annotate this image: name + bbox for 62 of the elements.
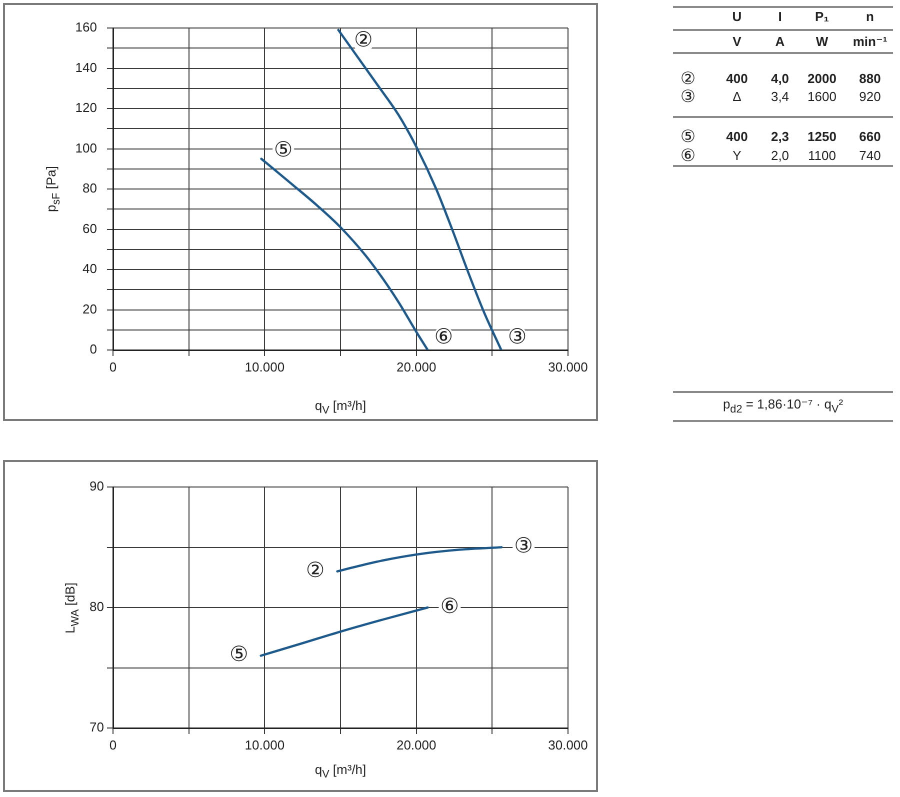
text: 1100 xyxy=(808,147,836,165)
x-axis-title: q$_{V}$ [m³/h] xyxy=(314,398,366,417)
line-series xyxy=(260,158,429,350)
x-tick-label: 20.000 xyxy=(396,737,436,752)
text: 880 xyxy=(859,70,881,88)
text: 400 xyxy=(726,70,748,88)
text: U xyxy=(732,8,742,26)
text: Y xyxy=(732,147,742,165)
annotation: ⑥ xyxy=(434,324,454,348)
text: 2000 xyxy=(808,70,836,88)
y-tick-label: 80 xyxy=(82,180,97,196)
x-axis-title: q$_{V}$ [m³/h] xyxy=(314,762,366,781)
text: 2,0 xyxy=(770,147,790,165)
text: 2,3 xyxy=(770,128,790,146)
text: 1600 xyxy=(808,88,836,106)
text: 400 xyxy=(726,128,748,146)
annotation: ⑤ xyxy=(274,137,293,162)
annotation: ⑥ xyxy=(440,594,460,618)
x-tick-label: 30.000 xyxy=(548,737,588,752)
text: 740 xyxy=(859,147,881,165)
text: P₁ xyxy=(814,8,830,26)
text: Δ xyxy=(732,88,742,106)
text: min⁻¹ xyxy=(852,33,888,51)
annotation: ③ xyxy=(514,534,533,558)
y-tick-label: 120 xyxy=(75,100,97,116)
line-series xyxy=(336,546,503,572)
y-tick-label: 60 xyxy=(82,220,97,236)
y-tick-label: 80 xyxy=(90,599,104,614)
x-tick-label: 0 xyxy=(109,737,117,752)
y-tick-label: 160 xyxy=(75,20,97,35)
x-tick-label: 30.000 xyxy=(548,359,588,374)
y-tick-label: 20 xyxy=(82,301,97,316)
y-tick-label: 40 xyxy=(82,261,97,276)
annotation: ② xyxy=(306,558,325,582)
y-tick-label: 90 xyxy=(90,478,104,494)
x-tick-label: 10.000 xyxy=(244,359,285,374)
text: 1250 xyxy=(808,128,836,146)
x-tick-label: 10.000 xyxy=(244,737,285,752)
text: V xyxy=(732,33,742,51)
text: I xyxy=(778,8,782,26)
text: ⑥ xyxy=(680,146,696,166)
text: 660 xyxy=(859,128,881,146)
text: ③ xyxy=(680,87,696,107)
y-tick-label: 70 xyxy=(90,720,104,735)
text: 3,4 xyxy=(770,88,790,106)
text: 920 xyxy=(859,88,881,106)
text: 4,0 xyxy=(770,70,790,88)
text: W xyxy=(816,33,828,51)
annotation: ③ xyxy=(508,324,527,348)
text: n xyxy=(866,8,874,26)
annotation: ⑤ xyxy=(229,642,248,666)
y-tick-label: 0 xyxy=(90,342,97,357)
y-tick-label: 100 xyxy=(75,140,97,156)
annotation: ② xyxy=(354,27,373,52)
text: ② xyxy=(680,69,696,89)
text: p$_{d2}$ = 1,86·10⁻⁷ · q$_{V}$² xyxy=(722,396,844,416)
text: A xyxy=(775,33,785,51)
x-tick-label: 0 xyxy=(109,359,117,374)
text: ⑤ xyxy=(680,127,696,147)
x-tick-label: 20.000 xyxy=(396,359,436,374)
line-series xyxy=(260,606,429,657)
y-tick-label: 140 xyxy=(75,60,97,75)
